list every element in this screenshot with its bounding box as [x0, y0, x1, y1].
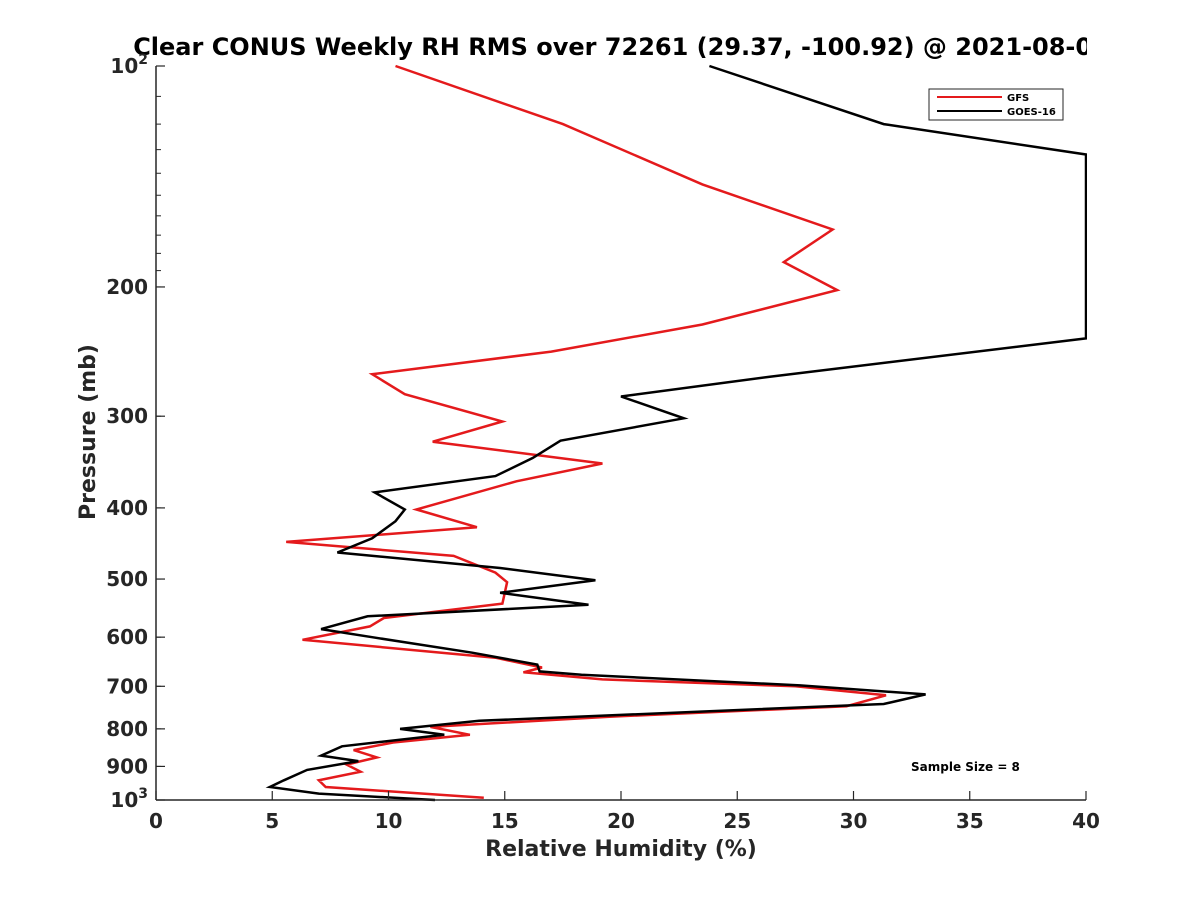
x-tick-label: 25: [723, 809, 751, 833]
legend-label-goes16: GOES-16: [1007, 107, 1056, 118]
y-tick-label: 900: [106, 754, 148, 778]
legend-label-gfs: GFS: [1007, 93, 1029, 104]
plot-clip-mask: [1087, 0, 1200, 900]
x-tick-label: 30: [840, 809, 868, 833]
chart-title: Clear CONUS Weekly RH RMS over 72261 (29…: [133, 33, 1109, 61]
x-tick-label: 0: [149, 809, 163, 833]
y-tick-label-top: 102: [110, 52, 148, 78]
y-tick-label-bottom: 103: [110, 786, 148, 812]
y-tick-label: 400: [106, 496, 148, 520]
x-tick-label: 15: [491, 809, 519, 833]
y-tick-label: 500: [106, 567, 148, 591]
x-tick-label: 10: [375, 809, 403, 833]
x-tick-label: 40: [1072, 809, 1100, 833]
y-axis-label: Pressure (mb): [76, 344, 101, 520]
legend: GFS GOES-16: [928, 88, 1064, 121]
y-tick-label: 300: [106, 404, 148, 428]
y-tick-label: 600: [106, 625, 148, 649]
series-line-goes16: [265, 64, 1088, 802]
x-tick-label: 5: [265, 809, 279, 833]
y-tick-label: 700: [106, 674, 148, 698]
series-line-gfs: [286, 64, 887, 800]
y-tick-label: 800: [106, 717, 148, 741]
x-axis-label: Relative Humidity (%): [485, 837, 757, 862]
x-tick-label: 20: [607, 809, 635, 833]
sample-size-annotation: Sample Size = 8: [911, 760, 1020, 774]
legend-box: [928, 88, 1064, 121]
y-tick-label: 200: [106, 275, 148, 299]
plot-area: 0 5 10 15 20 25 30 35 40 200 300 400 500 600 700 800 900…: [106, 0, 1200, 900]
x-tick-label: 35: [956, 809, 984, 833]
